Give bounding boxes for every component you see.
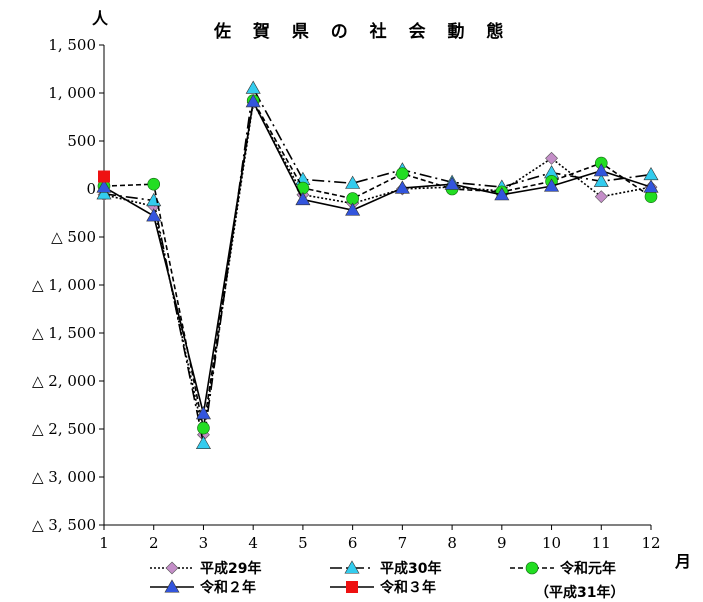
legend-marker [346,581,358,593]
data-point [148,178,160,190]
legend-item-3: 令和２年 [150,579,256,596]
y-tick-label: △ 3, 500 [32,516,96,534]
series-line [104,103,651,435]
data-point [396,168,408,180]
legend-item-4: 令和３年 [330,579,436,596]
series-3 [97,95,658,419]
y-tick-label: 1, 500 [48,36,96,54]
legend-marker [166,562,178,574]
x-tick-label: 2 [149,534,159,552]
y-axis-ticks: 1, 500 1, 000 500 0 △ 500 △ 1, 000 △ 1, 500 △ 2… [32,36,104,534]
data-point [196,436,210,448]
legend-label: 令和２年 [199,579,256,596]
y-tick-label: △ 2, 500 [32,420,96,438]
x-axis-unit: 月 [674,552,691,571]
legend-label: 平成29年 [200,560,261,577]
series-0 [98,97,657,441]
data-point [246,81,260,93]
data-point [98,171,110,183]
legend-item-1: 平成30年 [330,560,441,577]
x-tick-label: 8 [447,534,457,552]
x-tick-label: 6 [348,534,358,552]
y-tick-label: △ 3, 000 [32,468,96,486]
series-line [104,101,651,428]
series-layer [97,81,658,448]
x-tick-label: 5 [298,534,308,552]
legend-label: 令和元年 [559,560,616,577]
legend-marker [345,561,359,573]
series-2 [98,95,657,434]
series-line [104,88,651,443]
series-1 [97,81,658,448]
y-tick-label: △ 2, 000 [32,372,96,390]
y-tick-label: △ 1, 000 [32,276,96,294]
y-tick-label: 0 [86,180,96,198]
x-tick-label: 7 [398,534,408,552]
legend-label: 令和３年 [379,579,436,596]
data-point [197,422,209,434]
legend-item-0: 平成29年 [150,560,261,577]
x-tick-label: 4 [248,534,258,552]
data-point [595,191,607,203]
series-4 [98,171,110,183]
legend-note: （平成31年） [535,584,624,601]
y-tick-label: △ 1, 500 [32,324,96,342]
x-tick-label: 11 [592,534,611,552]
axes [104,45,651,525]
data-point [644,168,658,180]
chart-title: 佐 賀 県 の 社 会 動 態 [213,21,511,42]
y-axis-unit: 人 [92,9,109,28]
legend-marker [526,562,538,574]
x-tick-label: 9 [497,534,507,552]
x-tick-label: 3 [199,534,209,552]
series-line [104,102,651,414]
y-tick-label: △ 500 [51,228,96,246]
legend-marker [165,580,179,592]
legend-label: 平成30年 [380,560,441,577]
legend-item-2: 令和元年 [510,560,616,577]
x-tick-label: 12 [641,534,660,552]
y-tick-label: 500 [67,132,96,150]
y-tick-label: 1, 000 [48,84,96,102]
x-tick-label: 10 [542,534,561,552]
x-tick-label: 1 [99,534,109,552]
x-axis-ticks: 1 2 3 4 5 6 7 8 9 10 11 12 [99,525,660,552]
